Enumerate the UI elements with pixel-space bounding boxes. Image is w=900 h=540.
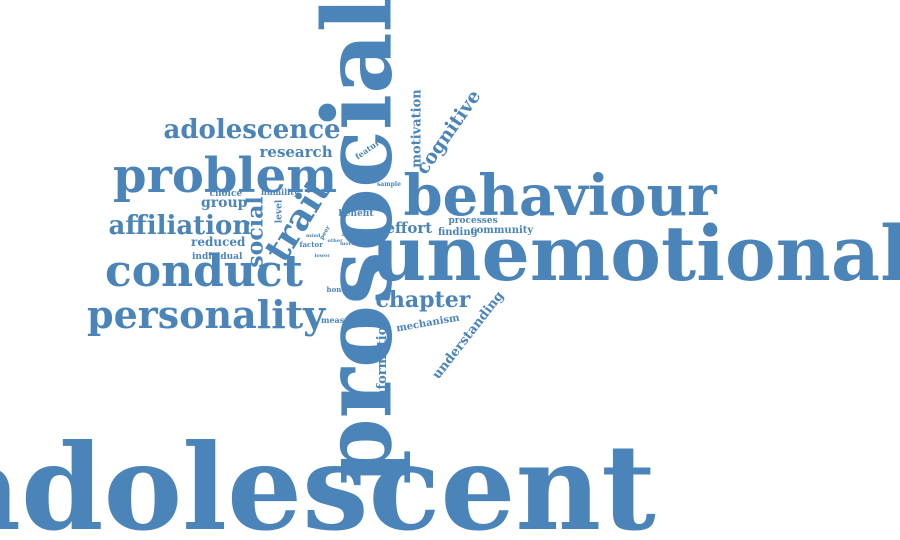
- word-factor: factor: [299, 239, 323, 249]
- word-problem: problem: [113, 148, 337, 204]
- word-group: group: [201, 195, 248, 211]
- word-sample: sample: [377, 181, 401, 188]
- word-measure: measure: [321, 315, 360, 325]
- word-more: more: [340, 240, 355, 247]
- word-mind: mind: [306, 232, 321, 239]
- word-benefit: benefit: [338, 208, 374, 219]
- word-adolescent: adolescent: [0, 418, 656, 540]
- word-lower: lower: [314, 252, 330, 259]
- word-choice: choice: [209, 188, 243, 199]
- word-personality: personality: [87, 292, 326, 337]
- word-conduct: conduct: [105, 246, 303, 297]
- word-act: act: [341, 231, 351, 238]
- word-effort: effort: [385, 218, 433, 237]
- word-unemotional: unemotional: [371, 209, 900, 298]
- word-social: social: [242, 196, 269, 268]
- word-honesty: honesty: [326, 284, 358, 294]
- word-individual: individual: [192, 251, 243, 262]
- word-affiliation: affiliation: [108, 211, 252, 241]
- word-chapter: chapter: [375, 287, 471, 313]
- word-other: other: [327, 237, 343, 244]
- word-level: level: [274, 199, 285, 223]
- word-adolescence: adolescence: [163, 115, 341, 145]
- word-finding: finding: [438, 227, 478, 238]
- word-humility: humility: [261, 187, 299, 197]
- word-behaviour: behaviour: [403, 163, 717, 229]
- word-community: community: [470, 225, 534, 236]
- word-information: information: [374, 316, 390, 404]
- word-research: research: [259, 142, 333, 161]
- word-motivation: motivation: [409, 88, 425, 168]
- word-reduced: reduced: [191, 235, 246, 249]
- word-processes: processes: [448, 215, 498, 226]
